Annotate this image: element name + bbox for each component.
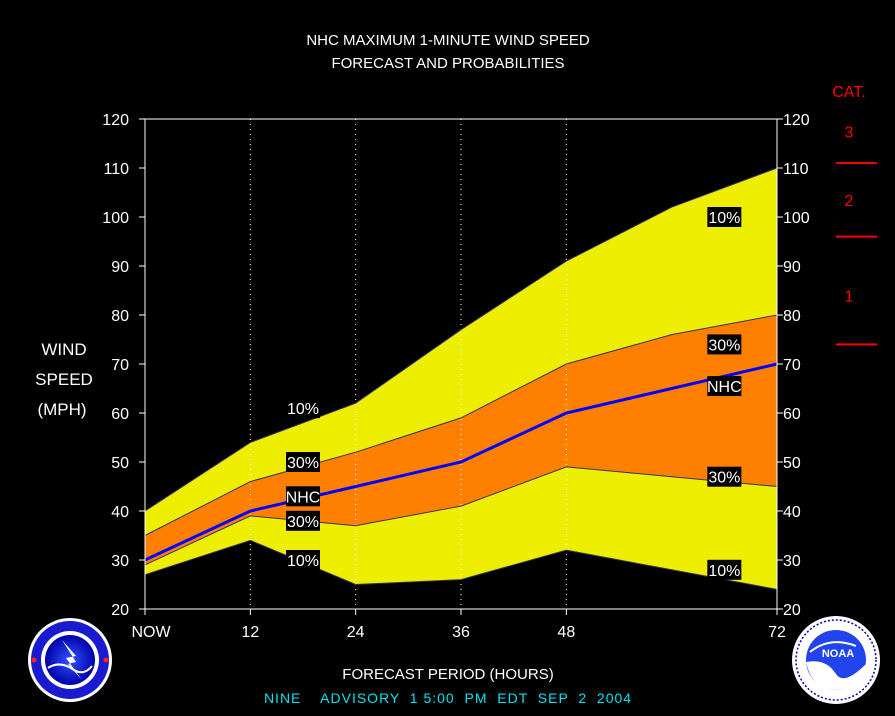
series-line-lower-30: [144, 466, 778, 566]
series-line-nhc: [144, 362, 778, 562]
y-tick-label: 120: [102, 112, 129, 129]
nws-logo: [28, 618, 112, 702]
band-label: NHC: [707, 376, 742, 397]
series-line-upper-10: [144, 167, 778, 512]
y-tick-label: 20: [111, 602, 129, 619]
y-tick-label-right: 80: [783, 308, 801, 325]
band-label: 30%: [286, 452, 320, 472]
chart-title: NHC MAXIMUM 1-MINUTE WIND SPEED: [306, 32, 590, 49]
y-tick-label: 100: [102, 210, 129, 227]
y-tick-label-right: 70: [783, 357, 801, 374]
x-tick-label: 12: [241, 624, 259, 641]
band-label-text: 30%: [708, 337, 740, 354]
band-labels: 10% 30% NHC 30% 10% 10% 30% NHC 30% 10%: [286, 207, 742, 580]
series-lines: [144, 167, 778, 590]
y-tick-label-right: 60: [783, 406, 801, 423]
band-label-text: 10%: [708, 563, 740, 580]
x-tick-label: 72: [768, 624, 786, 641]
y-tick-label: 70: [111, 357, 129, 374]
category-label: 3: [845, 124, 854, 141]
cat-header: CAT.: [832, 84, 865, 101]
y-tick-label-right: 40: [783, 504, 801, 521]
y-tick-label: 60: [111, 406, 129, 423]
band-label-bg: [707, 207, 742, 227]
y-tick-label: 40: [111, 504, 129, 521]
band-label-bg: [707, 334, 742, 355]
chart-subtitle: FORECAST AND PROBABILITIES: [331, 55, 564, 72]
y-tick-label: 50: [111, 455, 129, 472]
band-label: 10%: [286, 398, 320, 419]
x-axis: NOW 12 24 36 48 72: [131, 609, 786, 641]
noaa-logo-text: NOAA: [822, 648, 854, 660]
band-label-text: 10%: [287, 401, 319, 418]
noaa-logo: NOAA: [792, 616, 880, 704]
y-tick-label-right: 120: [783, 112, 810, 129]
x-tick-label: NOW: [131, 624, 171, 641]
band-label-bg: [286, 486, 320, 507]
y-axis-title-line3: (MPH): [37, 400, 86, 419]
band-label: 30%: [707, 334, 742, 355]
x-tick-label: 36: [452, 624, 470, 641]
band-label: NHC: [286, 486, 321, 507]
band-label-bg: [707, 466, 742, 487]
x-tick-label: 24: [347, 624, 365, 641]
y-tick-label-right: 30: [783, 553, 801, 570]
y-axis-left: 20 30 40 50 60 70 80 90 100 110 120: [102, 112, 145, 619]
band-label-bg: [286, 550, 320, 570]
x-tick-label: 48: [557, 624, 575, 641]
y-tick-label: 110: [103, 161, 129, 178]
y-tick-label: 30: [111, 553, 129, 570]
series-line-lower-10: [144, 539, 778, 590]
band-label-bg: [286, 452, 320, 472]
band-label-text: NHC: [286, 489, 321, 506]
series-line-upper-30: [144, 314, 778, 536]
advisory-line: NINE ADVISORY 1 5:00 PM EDT SEP 2 2004: [264, 690, 632, 706]
band-label: 10%: [286, 550, 320, 570]
band-label-text: 30%: [708, 470, 740, 487]
band-label-text: 30%: [287, 455, 319, 472]
y-axis-title-line1: WIND: [41, 340, 86, 359]
category-label: 1: [845, 288, 854, 305]
x-axis-title: FORECAST PERIOD (HOURS): [342, 666, 553, 683]
band-label: 10%: [707, 207, 742, 227]
category-label: 2: [845, 193, 854, 210]
band-label-text: 10%: [708, 210, 740, 227]
saffir-simpson-scale: CAT. 1 2 3: [832, 84, 877, 346]
y-axis-title-line2: SPEED: [35, 370, 93, 389]
band-label-bg: [707, 559, 742, 580]
band-label-bg: [286, 510, 320, 531]
y-tick-label-right: 90: [783, 259, 801, 276]
band-label-text: 10%: [287, 553, 319, 570]
y-tick-label: 80: [111, 308, 129, 325]
y-tick-label-right: 110: [783, 161, 809, 178]
band-label: 30%: [286, 510, 320, 531]
y-axis-right: 20 30 40 50 60 70 80 90 100 110 120: [777, 112, 810, 619]
y-tick-label-right: 20: [783, 602, 801, 619]
y-tick-label-right: 50: [783, 455, 801, 472]
y-axis-title: WIND SPEED (MPH): [35, 340, 93, 419]
band-label-text: NHC: [707, 379, 742, 396]
band-label: 10%: [707, 559, 742, 580]
band-label-text: 30%: [287, 514, 319, 531]
band-label-bg: [286, 398, 320, 419]
y-tick-label-right: 100: [783, 210, 810, 227]
y-tick-label: 90: [111, 259, 129, 276]
band-label: 30%: [707, 466, 742, 487]
band-label-bg: [707, 376, 742, 397]
